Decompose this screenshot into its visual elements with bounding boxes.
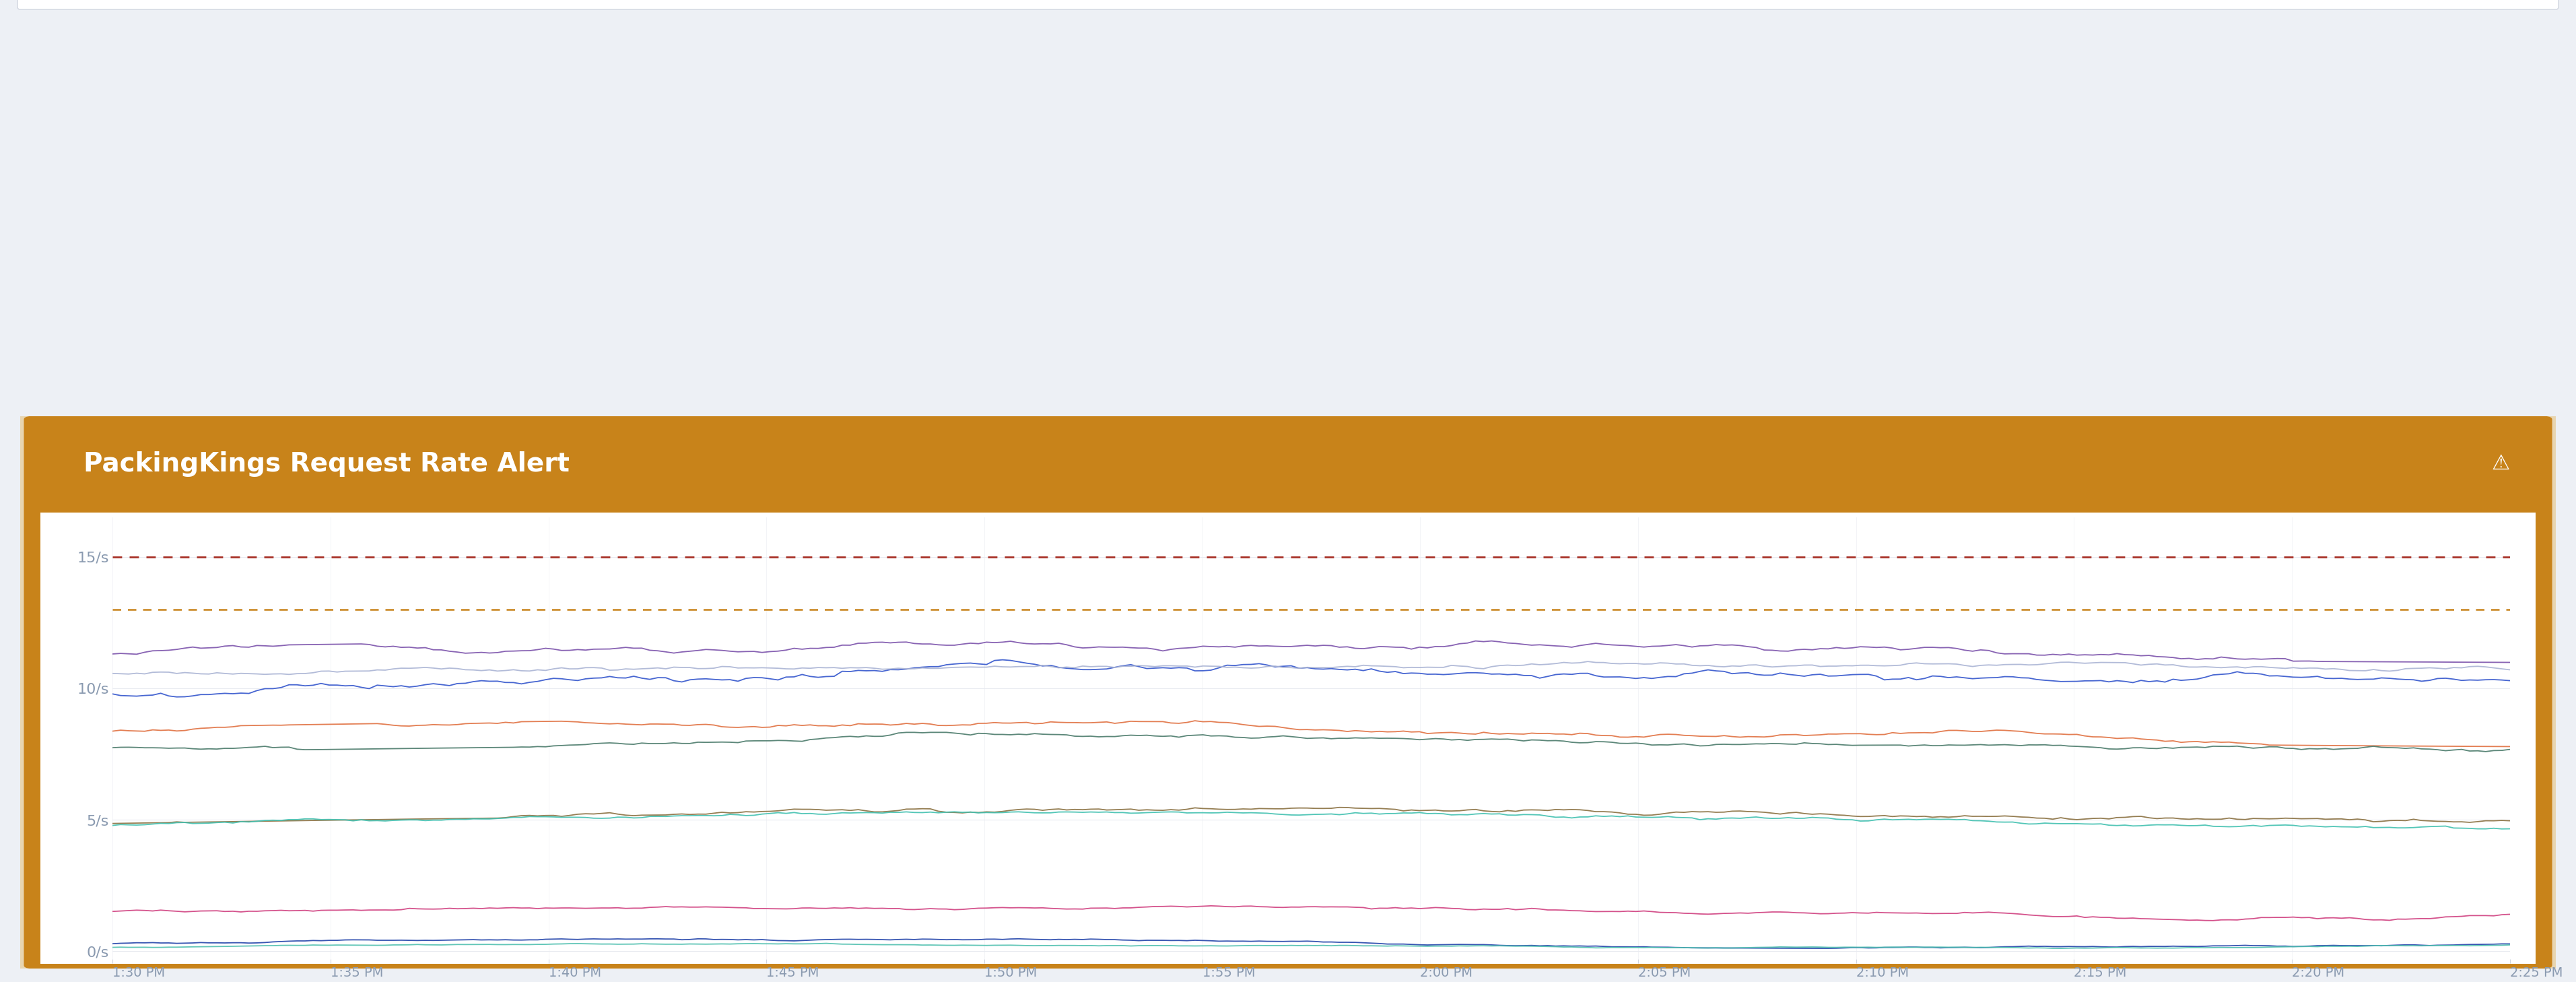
Bar — [41, 513, 2535, 964]
FancyBboxPatch shape — [18, 0, 2558, 10]
Bar — [41, 419, 2535, 508]
FancyBboxPatch shape — [0, 411, 2576, 973]
FancyBboxPatch shape — [26, 417, 2550, 967]
Text: PackingKings Request Rate Alert: PackingKings Request Rate Alert — [82, 451, 569, 476]
Text: ⚠: ⚠ — [2491, 454, 2509, 473]
